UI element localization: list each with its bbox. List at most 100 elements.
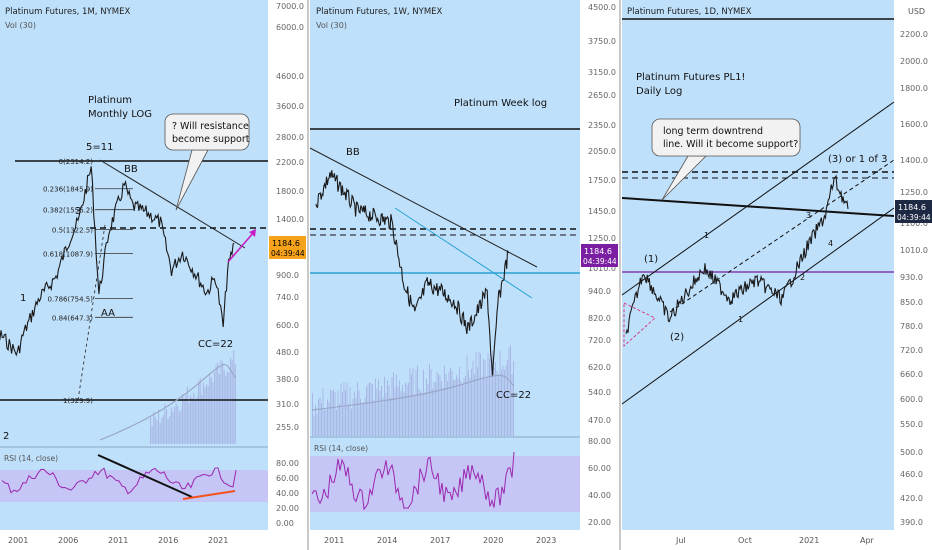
volume-bar	[185, 395, 187, 444]
volume-bar	[474, 374, 475, 436]
y-tick-label: 7000.0	[276, 2, 304, 11]
weekly-volume-ma	[311, 374, 515, 411]
weekly-bb-label: BB	[346, 147, 360, 158]
monthly-countdown: 04:39:44	[271, 249, 305, 258]
volume-bar	[191, 397, 193, 444]
volume-bar	[382, 396, 384, 436]
weekly-cc-label: CC=22	[496, 390, 531, 401]
volume-bar	[385, 393, 387, 436]
monthly-panel	[0, 0, 268, 530]
weekly-panel	[310, 0, 580, 530]
volume-bar	[468, 370, 469, 436]
volume-bar	[169, 416, 171, 444]
volume-bar	[231, 359, 233, 444]
y-tick-label: 2800.0	[276, 133, 304, 142]
y-tick-label: 500.0	[900, 448, 923, 457]
y-tick-label: 900.0	[276, 271, 299, 280]
volume-bar	[495, 362, 496, 436]
volume-bar	[330, 389, 331, 436]
volume-bar	[433, 381, 435, 436]
y-tick-label: 1800.0	[900, 84, 928, 93]
monthly-callout-text-1: ? Will resistance	[172, 121, 249, 132]
volume-bar	[508, 347, 510, 436]
volume-bar	[363, 402, 364, 436]
volume-bar	[351, 408, 352, 436]
volume-bar	[403, 392, 405, 436]
monthly-callout-box	[164, 113, 250, 151]
weekly-axis	[580, 0, 618, 550]
volume-bar	[358, 390, 360, 436]
volume-bar	[487, 352, 489, 436]
fib-label: 0.84(647.3)	[52, 314, 93, 322]
volume-bar	[156, 420, 158, 444]
volume-bar	[439, 375, 441, 436]
monthly-rsi-downtrend	[97, 454, 193, 498]
volume-bar	[459, 367, 460, 436]
monthly-fib-levels: 0(2314.2) 0.236(1845.9) 0.382(1556.2) 0.5(1…	[43, 158, 133, 405]
weekly-last-price: 1184.6	[584, 247, 612, 256]
volume-bar	[178, 411, 180, 444]
volume-bar	[448, 371, 450, 436]
y-tick-label: 2000.0	[900, 57, 928, 66]
daily-minor-1-top: 1	[704, 231, 709, 240]
x-tick-label: 2021	[208, 536, 228, 545]
monthly-cc-label: CC=22	[198, 339, 233, 350]
volume-bar	[207, 385, 209, 444]
volume-bar	[209, 373, 211, 444]
weekly-volume-label: Vol (30)	[316, 21, 347, 30]
fib-label: 0(2314.2)	[59, 158, 94, 166]
y-tick-label: 2200.0	[276, 158, 304, 167]
daily-axis	[894, 0, 932, 550]
volume-bar	[198, 381, 200, 444]
daily-countdown: 04:39:44	[897, 213, 931, 222]
volume-bar	[478, 351, 480, 436]
fib-label: 0.618(1087.9)	[43, 251, 93, 259]
y-tick-label: 2350.0	[588, 121, 616, 130]
y-tick-label: 4500.0	[588, 3, 616, 12]
volume-bar	[212, 382, 214, 444]
monthly-bb-label: BB	[124, 164, 138, 175]
volume-bar	[159, 422, 161, 444]
volume-bar	[483, 359, 484, 436]
volume-bar	[201, 394, 203, 444]
monthly-wave3-label: 3	[75, 206, 81, 217]
volume-bar	[396, 374, 397, 436]
volume-bar	[493, 367, 495, 436]
monthly-downtrend-line	[99, 159, 246, 249]
volume-bar	[210, 377, 212, 444]
y-tick-label: 1010.0	[588, 264, 616, 273]
volume-bar	[504, 369, 505, 436]
volume-bar	[162, 415, 164, 444]
weekly-rsi-axis: 80.00 60.00 40.00 20.00	[588, 437, 611, 527]
y-tick-label: 540.0	[588, 388, 611, 397]
x-tick-label: Jul	[675, 536, 686, 545]
volume-bar	[220, 360, 222, 444]
weekly-title: Platinum Week log	[454, 98, 547, 109]
monthly-callout: ? Will resistance become support	[164, 113, 250, 211]
volume-bar	[190, 395, 192, 444]
volume-bar	[430, 369, 432, 436]
y-tick-label: 310.0	[276, 400, 299, 409]
y-tick-label: 1250.0	[900, 188, 928, 197]
daily-wave-1-label: (1)	[644, 254, 658, 265]
monthly-rsi-line	[1, 467, 237, 495]
volume-bar	[475, 352, 477, 436]
rsi-tick-label: 40.00	[276, 489, 299, 498]
rsi-tick-label: 20.00	[588, 518, 611, 527]
x-tick-label: 2014	[377, 536, 397, 545]
weekly-rsi-line	[311, 451, 515, 511]
volume-bar	[354, 391, 355, 436]
y-tick-label: 2050.0	[588, 147, 616, 156]
volume-bar	[510, 345, 511, 436]
x-tick-label: 2016	[158, 536, 178, 545]
monthly-rsi-axis: 80.00 60.00 40.00 20.00 0.00	[276, 459, 299, 528]
volume-bar	[223, 369, 225, 444]
volume-bar	[230, 358, 232, 444]
volume-bar	[336, 409, 337, 436]
monthly-top-wave-label: 5=11	[86, 142, 113, 153]
volume-bar	[502, 365, 504, 436]
volume-bar	[361, 402, 363, 436]
monthly-volume-ma	[99, 364, 237, 441]
volume-bar	[471, 368, 472, 436]
daily-symbol-title: Platinum Futures, 1D, NYMEX	[627, 7, 752, 17]
